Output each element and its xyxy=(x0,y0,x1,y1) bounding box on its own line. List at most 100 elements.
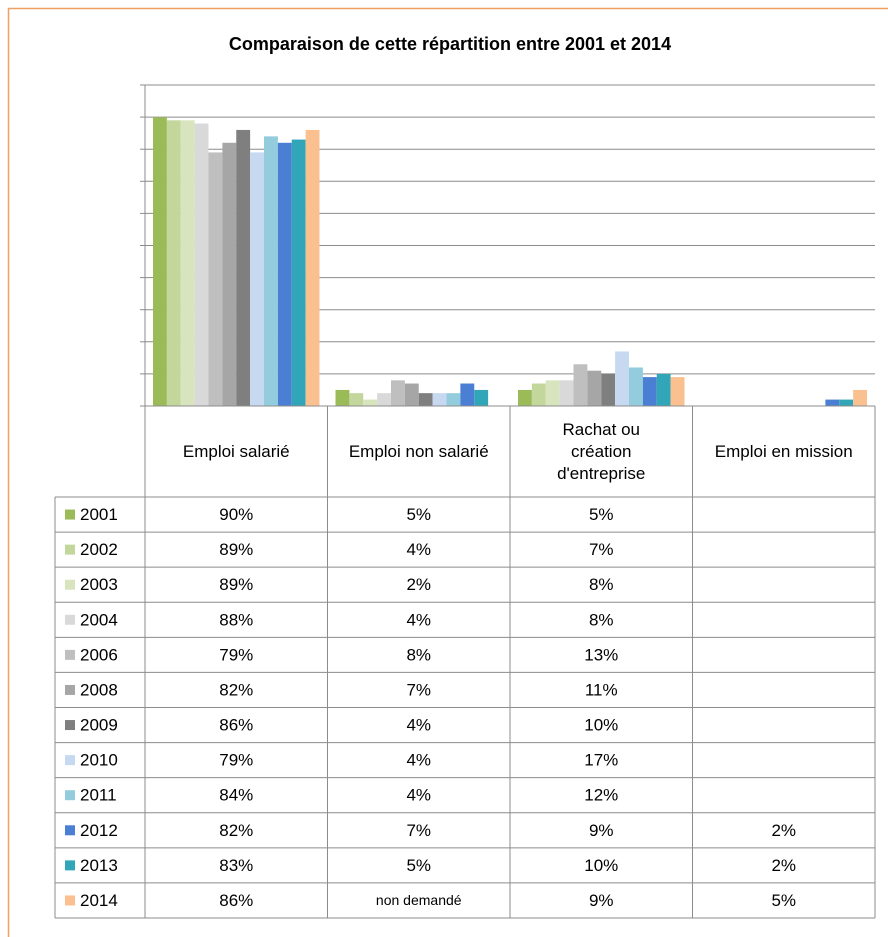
chart-title: Comparaison de cette répartition entre 2… xyxy=(229,34,671,54)
table-value: 7% xyxy=(406,680,431,699)
legend-label: 2010 xyxy=(80,751,118,770)
table-value: 8% xyxy=(406,645,431,664)
bar xyxy=(153,117,167,406)
bar xyxy=(587,370,602,406)
bar xyxy=(391,380,405,406)
table-value: 79% xyxy=(219,751,253,770)
table-value: 5% xyxy=(406,505,431,524)
bar xyxy=(446,393,461,406)
table-value: 8% xyxy=(589,610,614,629)
bar xyxy=(277,142,292,406)
bar xyxy=(545,380,560,406)
bar xyxy=(656,373,671,406)
bar xyxy=(432,393,447,406)
table-value: 10% xyxy=(584,716,618,735)
bar xyxy=(194,123,209,407)
legend-label: 2014 xyxy=(80,891,118,910)
legend-label: 2003 xyxy=(80,575,118,594)
header-cell: Emploi en mission xyxy=(693,406,876,497)
legend-swatch xyxy=(65,860,75,871)
table-value: 17% xyxy=(584,751,618,770)
bar xyxy=(615,351,629,406)
legend-swatch xyxy=(65,755,75,766)
legend-swatch xyxy=(65,790,75,801)
category-label: Emploi non salarié xyxy=(348,441,489,461)
frame xyxy=(7,7,888,937)
legend-label: 2011 xyxy=(80,786,117,805)
legend-label: 2009 xyxy=(80,716,118,735)
bar xyxy=(222,142,237,406)
table-value: 84% xyxy=(219,786,253,805)
table-value: 4% xyxy=(406,716,431,735)
bar xyxy=(642,377,657,406)
bar xyxy=(363,399,378,406)
bar xyxy=(264,136,278,407)
table-value: non demandé xyxy=(376,892,462,908)
table-value: 4% xyxy=(406,751,431,770)
table-value: 12% xyxy=(584,786,618,805)
table-value: 10% xyxy=(584,856,618,875)
table-value: 2% xyxy=(406,575,431,594)
bar xyxy=(853,389,867,406)
table-value: 90% xyxy=(219,505,253,524)
bar xyxy=(180,120,195,406)
legend-label: 2002 xyxy=(80,540,118,559)
bar xyxy=(418,393,433,406)
table-value: 86% xyxy=(219,891,253,910)
legend-label: 2001 xyxy=(80,505,118,524)
legend-swatch xyxy=(65,684,75,695)
table-value: 82% xyxy=(219,680,253,699)
bar xyxy=(335,389,350,406)
legend-swatch xyxy=(65,649,75,660)
table-value: 8% xyxy=(589,575,614,594)
category-label: Emploi salarié xyxy=(182,441,290,461)
table-value: 82% xyxy=(219,821,253,840)
legend-swatch xyxy=(65,544,75,555)
bar xyxy=(349,393,364,406)
header-cell: Emploi salarié xyxy=(145,406,328,497)
table-value: 11% xyxy=(585,680,618,699)
legend-swatch xyxy=(65,509,75,520)
table-value: 88% xyxy=(219,610,253,629)
bar xyxy=(670,377,685,406)
legend-label: 2013 xyxy=(80,856,118,875)
bar xyxy=(166,120,181,406)
table-value: 5% xyxy=(406,856,431,875)
table-value: 7% xyxy=(589,540,614,559)
table-value: 9% xyxy=(589,891,614,910)
category-header: Emploi en mission xyxy=(693,406,876,497)
table-value: 86% xyxy=(219,716,253,735)
legend-swatch xyxy=(65,895,75,906)
bar xyxy=(518,389,532,406)
bar xyxy=(825,399,840,406)
table-value: 83% xyxy=(219,856,253,875)
category-label: Rachat ou création d'entreprise xyxy=(557,419,646,483)
bar xyxy=(377,393,391,406)
table-value: 4% xyxy=(406,540,431,559)
bar xyxy=(404,383,419,406)
legend-label: 2012 xyxy=(80,821,118,840)
table-value: 79% xyxy=(219,645,253,664)
category-header: Rachat ou création d'entreprise xyxy=(557,419,646,483)
category-header: Emploi non salarié xyxy=(328,406,511,497)
table-value: 9% xyxy=(589,821,614,840)
legend-swatch xyxy=(65,579,75,590)
table-value: 2% xyxy=(771,856,796,875)
bar xyxy=(559,380,574,406)
table-value: 89% xyxy=(219,540,253,559)
bar xyxy=(250,152,264,406)
table-value: 4% xyxy=(406,610,431,629)
legend-swatch xyxy=(65,825,75,836)
bar xyxy=(460,383,475,406)
bar xyxy=(291,139,306,406)
header-cell: Emploi non salarié xyxy=(328,406,511,497)
legend-label: 2006 xyxy=(80,645,118,664)
bar xyxy=(531,383,546,406)
table-value: 4% xyxy=(406,786,431,805)
category-header: Emploi salarié xyxy=(145,406,328,497)
table-value: 5% xyxy=(589,505,614,524)
table-value: 2% xyxy=(771,821,796,840)
bar xyxy=(236,129,251,406)
bar xyxy=(573,364,588,406)
